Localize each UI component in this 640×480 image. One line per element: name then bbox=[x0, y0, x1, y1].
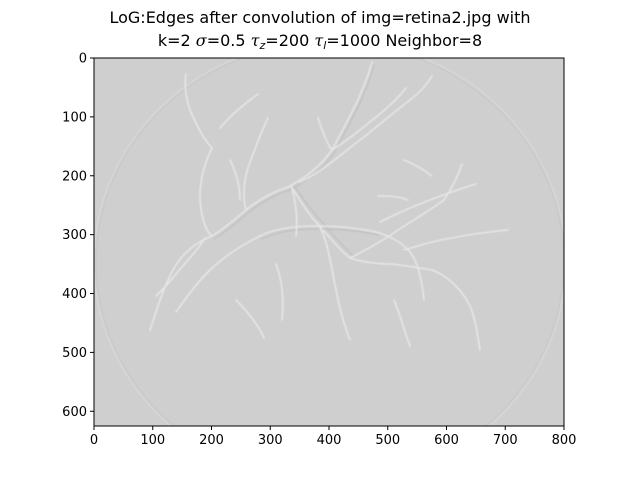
retina-boundary-inner bbox=[95, 58, 564, 426]
x-tick-label: 600 bbox=[434, 433, 459, 448]
vessel-edges bbox=[149, 61, 509, 351]
x-tick-label: 100 bbox=[140, 433, 165, 448]
sigma-text: =0.5 bbox=[206, 31, 251, 50]
k-text: k=2 bbox=[157, 31, 196, 50]
x-tick-label: 200 bbox=[199, 433, 224, 448]
tau-l-sub: l bbox=[323, 39, 327, 52]
sigma-symbol: σ bbox=[195, 31, 207, 50]
x-tick-label: 400 bbox=[317, 433, 342, 448]
y-tick-label: 600 bbox=[62, 405, 87, 420]
tau-z-sub: z bbox=[259, 39, 266, 52]
tau-z-text: =200 bbox=[265, 31, 315, 50]
x-tick-label: 300 bbox=[258, 433, 283, 448]
x-tick-label: 0 bbox=[90, 433, 98, 448]
edge-image bbox=[94, 58, 564, 426]
tau-l-symbol: τ bbox=[314, 31, 324, 50]
x-tick-label: 800 bbox=[552, 433, 577, 448]
y-tick-label: 0 bbox=[79, 52, 87, 67]
x-tick-label: 700 bbox=[493, 433, 518, 448]
y-tick-label: 200 bbox=[62, 169, 87, 184]
tau-l-text: =1000 Neighbor=8 bbox=[326, 31, 483, 50]
y-axis: 0 100 200 300 400 500 600 bbox=[62, 52, 94, 420]
x-axis: 0 100 200 300 400 500 600 700 800 bbox=[90, 426, 577, 448]
tau-z-symbol: τ bbox=[250, 31, 260, 50]
y-tick-label: 500 bbox=[62, 346, 87, 361]
y-tick-label: 400 bbox=[62, 287, 87, 302]
figure-title-line2: k=2 σ=0.5 τz=200 τl=1000 Neighbor=8 bbox=[0, 31, 640, 56]
figure-title-line1: LoG:Edges after convolution of img=retin… bbox=[109, 8, 531, 27]
x-tick-label: 500 bbox=[375, 433, 400, 448]
y-tick-label: 300 bbox=[62, 228, 87, 243]
edge-image-background bbox=[94, 58, 564, 426]
y-tick-label: 100 bbox=[62, 110, 87, 125]
